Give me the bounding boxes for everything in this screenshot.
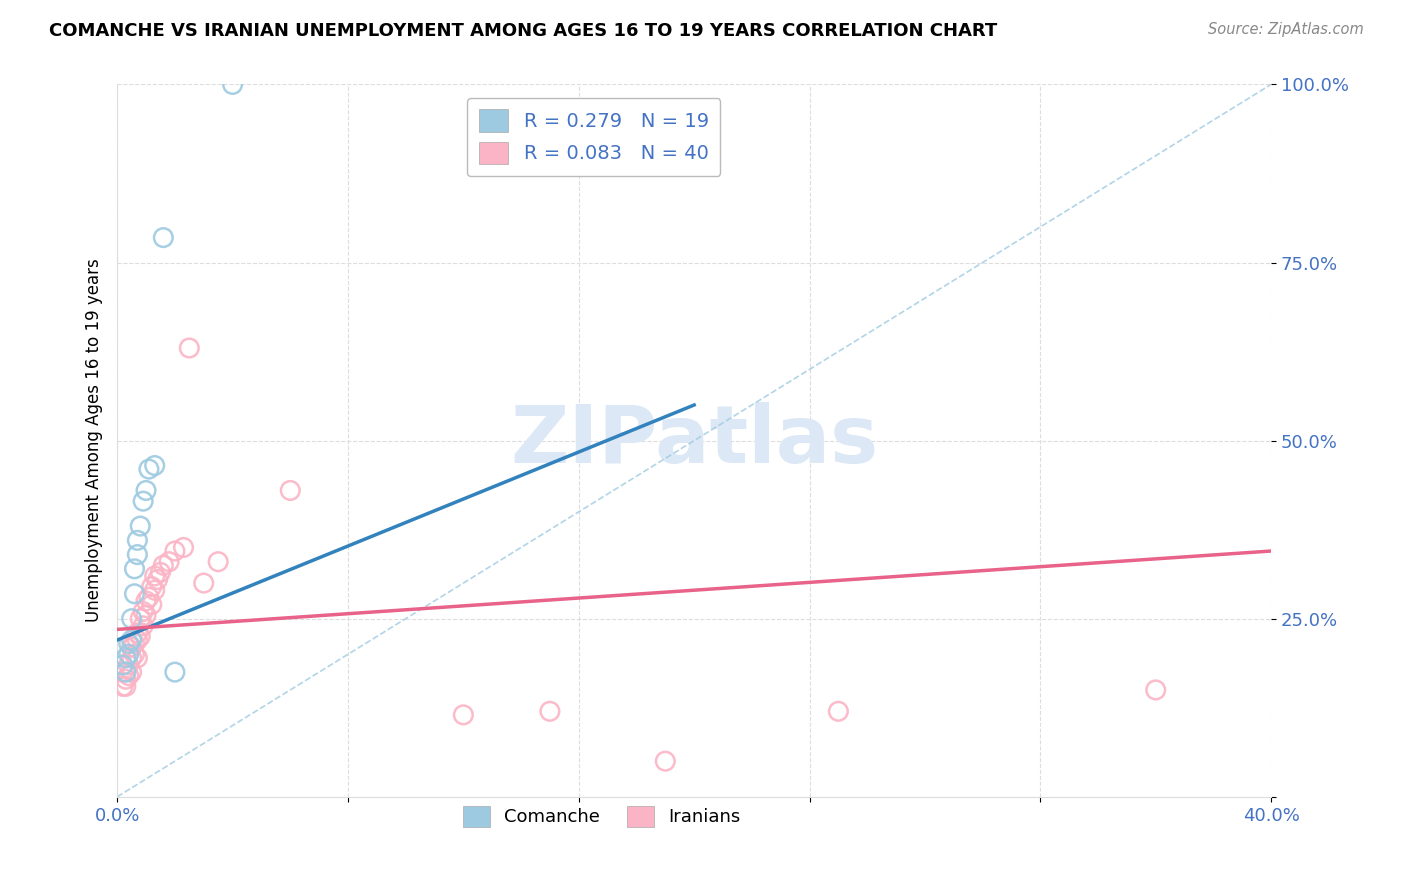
Point — [654, 754, 676, 768]
Point — [115, 665, 138, 680]
Point — [143, 458, 166, 473]
Point — [124, 587, 146, 601]
Point — [118, 648, 141, 662]
Text: ZIPatlas: ZIPatlas — [510, 401, 879, 480]
Point — [127, 633, 149, 648]
Point — [138, 462, 160, 476]
Point — [132, 605, 155, 619]
Point — [138, 591, 160, 605]
Point — [124, 637, 146, 651]
Point — [163, 544, 186, 558]
Point — [121, 612, 143, 626]
Point — [538, 704, 561, 718]
Text: COMANCHE VS IRANIAN UNEMPLOYMENT AMONG AGES 16 TO 19 YEARS CORRELATION CHART: COMANCHE VS IRANIAN UNEMPLOYMENT AMONG A… — [49, 22, 997, 40]
Point — [453, 707, 475, 722]
Point — [118, 668, 141, 682]
Point — [111, 658, 134, 673]
Point — [152, 558, 174, 573]
Point — [121, 665, 143, 680]
Point — [146, 573, 169, 587]
Point — [143, 569, 166, 583]
Point — [121, 633, 143, 648]
Text: Source: ZipAtlas.com: Source: ZipAtlas.com — [1208, 22, 1364, 37]
Point — [141, 598, 163, 612]
Point — [179, 341, 201, 355]
Point — [135, 483, 157, 498]
Point — [157, 555, 180, 569]
Point — [221, 78, 243, 92]
Point — [118, 637, 141, 651]
Point — [143, 583, 166, 598]
Point — [207, 555, 229, 569]
Point — [124, 648, 146, 662]
Point — [827, 704, 849, 718]
Point — [278, 483, 301, 498]
Point — [111, 679, 134, 693]
Point — [111, 665, 134, 680]
Point — [127, 533, 149, 548]
Point — [132, 619, 155, 633]
Point — [193, 576, 215, 591]
Point — [129, 519, 152, 533]
Point — [1144, 682, 1167, 697]
Point — [149, 566, 172, 580]
Point — [115, 672, 138, 686]
Point — [127, 651, 149, 665]
Point — [115, 651, 138, 665]
Point — [163, 665, 186, 680]
Point — [135, 594, 157, 608]
Point — [121, 651, 143, 665]
Legend: Comanche, Iranians: Comanche, Iranians — [456, 798, 748, 834]
Point — [173, 541, 195, 555]
Point — [141, 580, 163, 594]
Point — [129, 612, 152, 626]
Point — [135, 608, 157, 623]
Point — [129, 630, 152, 644]
Point — [115, 679, 138, 693]
Y-axis label: Unemployment Among Ages 16 to 19 years: Unemployment Among Ages 16 to 19 years — [86, 259, 103, 623]
Point — [127, 626, 149, 640]
Point — [152, 230, 174, 244]
Point — [118, 658, 141, 673]
Point — [121, 640, 143, 655]
Point — [127, 548, 149, 562]
Point — [132, 494, 155, 508]
Point — [124, 562, 146, 576]
